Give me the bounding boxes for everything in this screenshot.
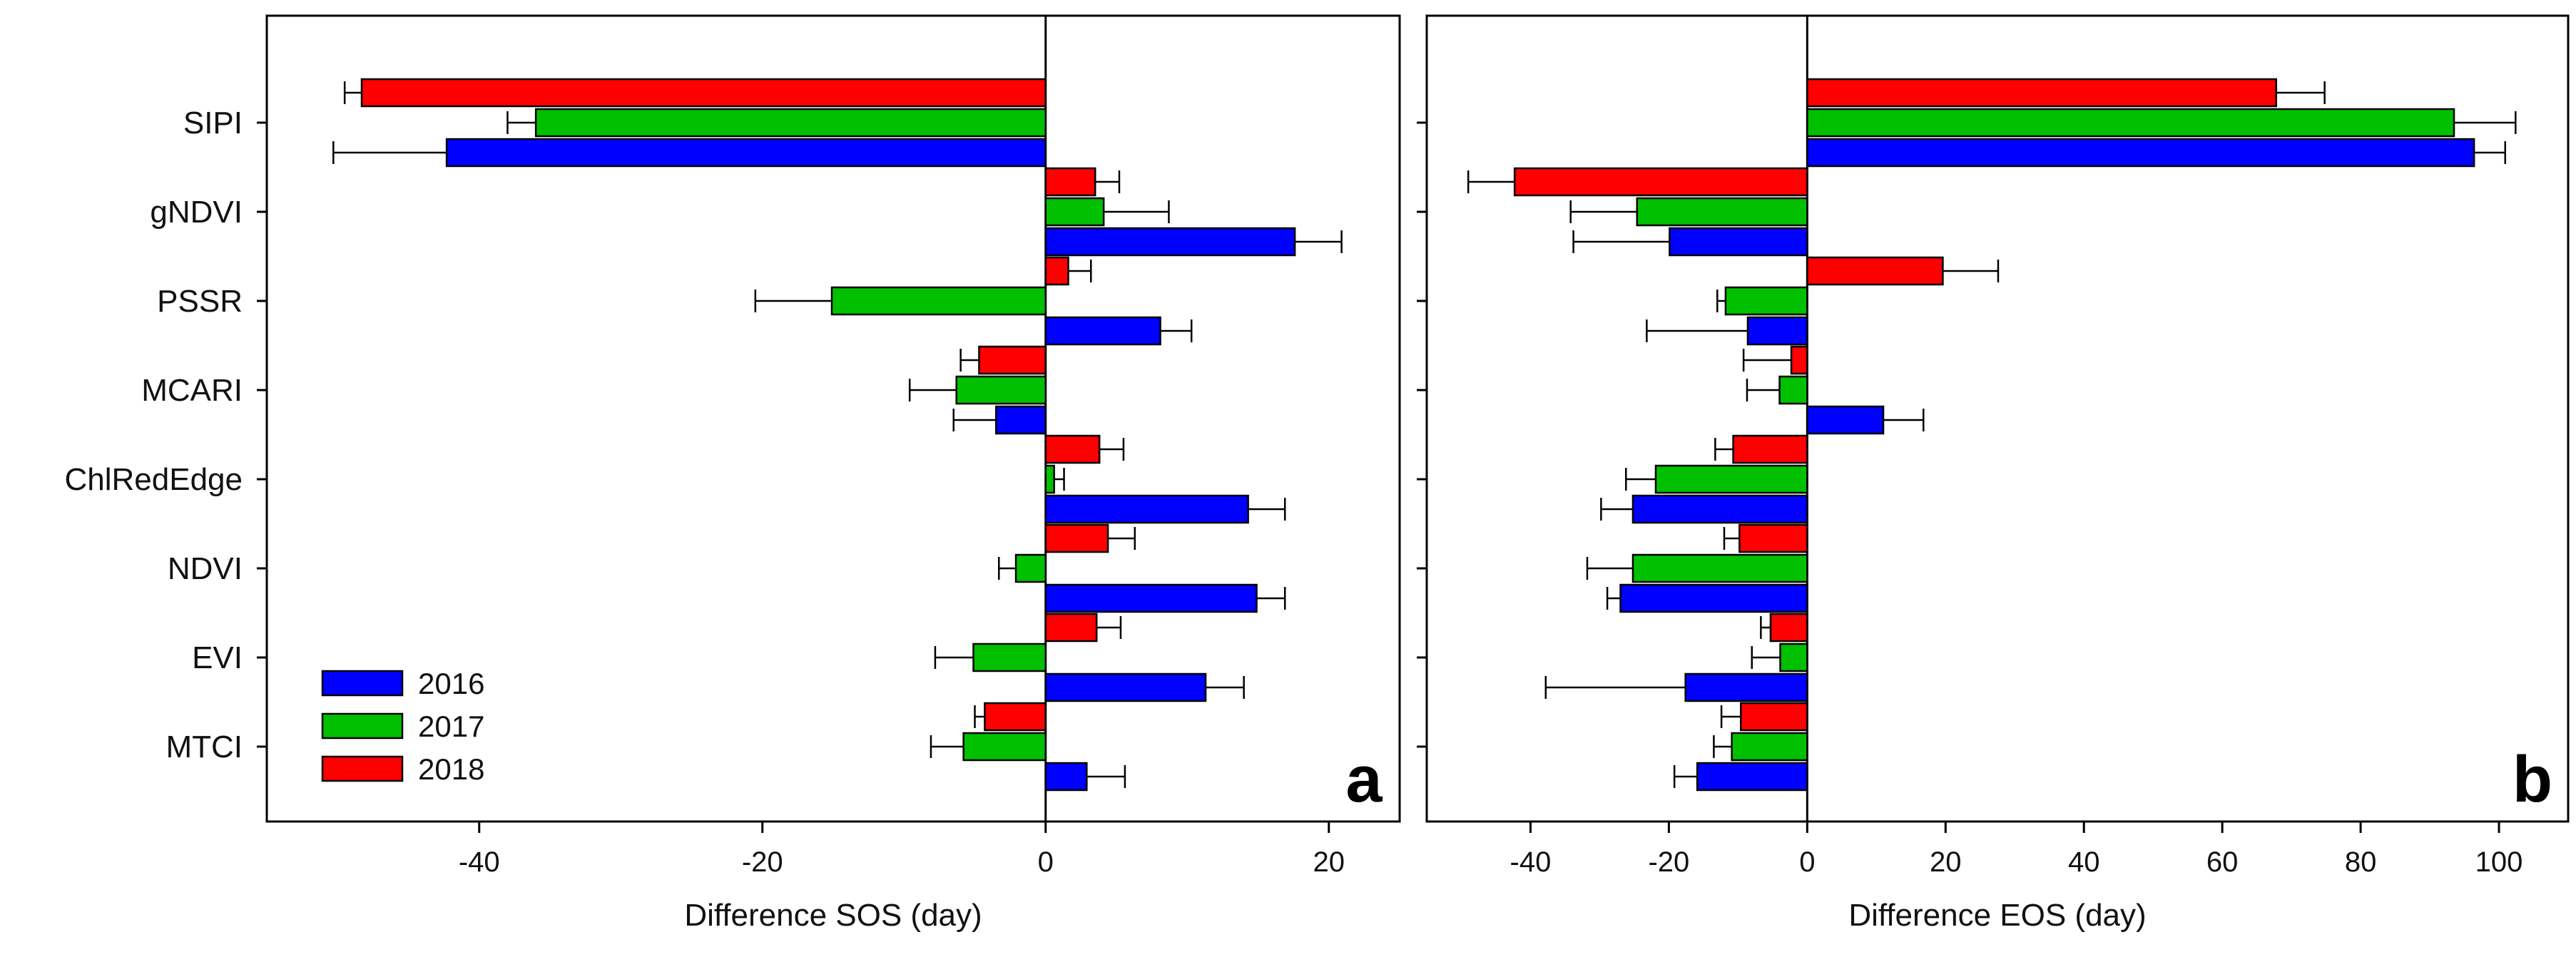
- bar-evi-2018: [1769, 613, 1808, 643]
- legend-label-2018: 2018: [418, 752, 484, 786]
- bar-sipi-2017: [534, 108, 1047, 138]
- category-label: SIPI: [183, 106, 243, 140]
- bar-mtci-2018: [984, 702, 1047, 732]
- bar-evi-2017: [1779, 643, 1808, 672]
- bar-gndvi-2017: [1044, 197, 1105, 227]
- bar-gndvi-2016: [1669, 227, 1808, 257]
- bar-pssr-2018: [1044, 256, 1069, 286]
- bar-evi-2016: [1684, 672, 1808, 702]
- category-label: PSSR: [157, 284, 243, 319]
- bar-mtci-2018: [1739, 702, 1808, 732]
- bar-sipi-2016: [1806, 138, 2475, 168]
- bar-mcari-2016: [995, 405, 1047, 435]
- bar-pssr-2017: [830, 286, 1047, 316]
- category-label: MCARI: [141, 373, 243, 408]
- legend-swatch-2017: [321, 712, 404, 740]
- bar-mcari-2018: [1790, 345, 1808, 375]
- bar-gndvi-2018: [1044, 167, 1096, 197]
- x-tick-label: -40: [1510, 846, 1552, 878]
- bar-gndvi-2018: [1513, 167, 1808, 197]
- legend: 2016 2017 2018: [321, 667, 484, 786]
- legend-swatch-2016: [321, 670, 404, 697]
- bar-chlrededge-2016: [1631, 494, 1808, 524]
- bar-ndvi-2016: [1044, 583, 1258, 613]
- chart-panel-a: SIPI gNDVI PSSR MCARI ChlRedEdge NDVI EVI MTCI -…: [65, 14, 1401, 933]
- category-label: ChlRedEdge: [65, 462, 243, 497]
- bar-ndvi-2018: [1738, 523, 1808, 553]
- bar-mtci-2017: [962, 732, 1047, 762]
- bar-ndvi-2017: [1014, 553, 1047, 583]
- bar-mtci-2016: [1696, 762, 1808, 792]
- x-tick-label: 40: [2068, 846, 2100, 878]
- bar-mcari-2017: [955, 375, 1047, 405]
- legend-label-2017: 2017: [418, 710, 484, 743]
- plot-frame: [265, 14, 1401, 823]
- bar-evi-2017: [972, 643, 1047, 672]
- bar-chlrededge-2018: [1732, 434, 1808, 464]
- x-tick-label: 60: [2206, 846, 2239, 878]
- category-label: gNDVI: [150, 195, 243, 230]
- bar-sipi-2018: [360, 78, 1047, 108]
- x-tick-label: 0: [1038, 846, 1054, 878]
- x-tick-label: 20: [1313, 846, 1345, 878]
- legend-swatch-2018: [321, 755, 404, 782]
- bar-mtci-2016: [1044, 762, 1088, 792]
- bar-evi-2018: [1044, 613, 1098, 643]
- bar-pssr-2016: [1746, 316, 1808, 346]
- category-label: MTCI: [166, 730, 243, 764]
- bar-chlrededge-2017: [1044, 464, 1055, 494]
- category-label: NDVI: [168, 551, 243, 586]
- x-tick-label: 100: [2475, 846, 2523, 878]
- panel-letter: b: [2513, 743, 2552, 816]
- x-tick-label: -40: [459, 846, 500, 878]
- bar-ndvi-2017: [1631, 553, 1808, 583]
- bar-ndvi-2016: [1619, 583, 1808, 613]
- x-tick-label: 0: [1799, 846, 1815, 878]
- bar-sipi-2018: [1806, 78, 2278, 108]
- bar-gndvi-2016: [1044, 227, 1296, 257]
- bar-chlrededge-2016: [1044, 494, 1249, 524]
- bar-mcari-2017: [1778, 375, 1808, 405]
- bar-pssr-2017: [1724, 286, 1808, 316]
- bar-gndvi-2017: [1636, 197, 1808, 227]
- chart-panel-b: -40 -20 0 20 40 60 80 100 Difference EOS (day) b: [1417, 14, 2570, 933]
- bar-ndvi-2018: [1044, 523, 1109, 553]
- x-axis-title: Difference EOS (day): [1848, 898, 2146, 933]
- x-tick-label: -20: [742, 846, 783, 878]
- bar-mcari-2016: [1806, 405, 1885, 435]
- bar-sipi-2017: [1806, 108, 2455, 138]
- bar-mtci-2017: [1731, 732, 1808, 762]
- x-tick-label: 20: [1930, 846, 1962, 878]
- x-tick-label: -20: [1648, 846, 1689, 878]
- bar-mcari-2018: [978, 345, 1047, 375]
- bar-chlrededge-2017: [1654, 464, 1808, 494]
- x-tick-label: 80: [2345, 846, 2377, 878]
- bar-evi-2016: [1044, 672, 1207, 702]
- bar-sipi-2016: [445, 138, 1047, 168]
- bar-pssr-2018: [1806, 256, 1944, 286]
- bar-pssr-2016: [1044, 316, 1161, 346]
- x-axis-title: Difference SOS (day): [684, 898, 982, 933]
- bar-chlrededge-2018: [1044, 434, 1101, 464]
- plot-frame: [1425, 14, 2570, 823]
- category-label: EVI: [192, 640, 243, 675]
- panel-letter: a: [1345, 743, 1383, 816]
- legend-label-2016: 2016: [418, 667, 484, 700]
